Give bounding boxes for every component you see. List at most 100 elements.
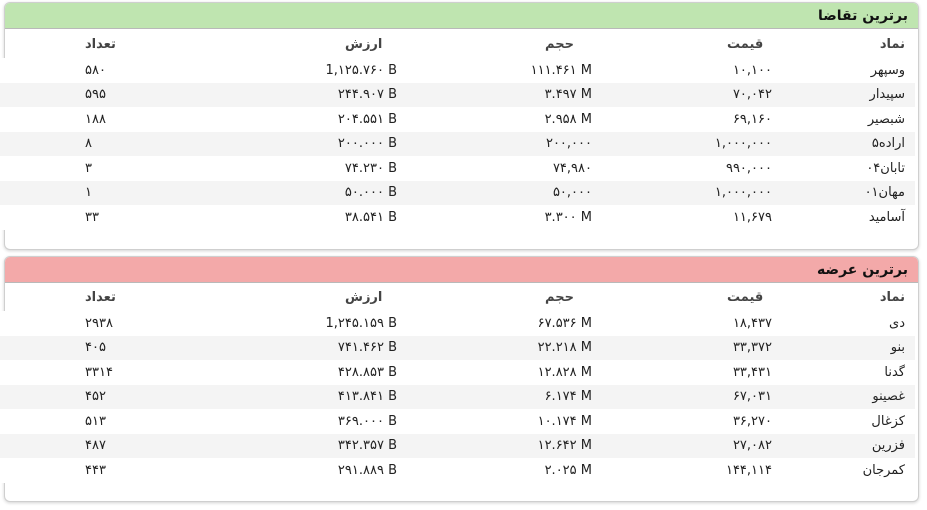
cell-volume: ۲.۹۵۸ M: [405, 107, 600, 132]
cell-price: ۱,۰۰۰,۰۰۰: [600, 131, 780, 156]
cell-volume: ۲۲.۲۱۸ M: [405, 335, 600, 360]
column-header-price[interactable]: قیمت: [727, 36, 764, 52]
column-header-count[interactable]: تعداد: [85, 289, 116, 305]
column-header-symbol[interactable]: نماد: [879, 36, 905, 52]
cell-count: ۴۸۷: [0, 433, 140, 458]
cell-symbol[interactable]: دی: [780, 311, 915, 336]
cell-count: ۱۸۸: [0, 107, 140, 132]
cell-symbol[interactable]: کمرجان: [780, 458, 915, 483]
cell-price: ۳۶,۲۷۰: [600, 409, 780, 434]
cell-volume: ۲۰۰,۰۰۰: [405, 131, 600, 156]
cell-value: ۷۴۱.۴۶۲ B: [140, 335, 405, 360]
cell-volume: ۷۴,۹۸۰: [405, 156, 600, 181]
cell-value: ۲۴۴.۹۰۷ B: [140, 82, 405, 107]
cell-value: ۳۸.۵۴۱ B: [140, 205, 405, 230]
cell-volume: ۱۲.۸۲۸ M: [405, 360, 600, 385]
cell-symbol[interactable]: تابان۰۴: [780, 156, 915, 181]
table-row[interactable]: ۵۹۵ ۲۴۴.۹۰۷ B ۳.۴۹۷ M ۷۰,۰۴۲ سپیدار: [0, 82, 915, 107]
cell-value: ۲۹۱.۸۸۹ B: [140, 458, 405, 483]
cell-volume: ۵۰,۰۰۰: [405, 180, 600, 205]
cell-price: ۷۰,۰۴۲: [600, 82, 780, 107]
cell-count: ۱: [0, 180, 140, 205]
cell-price: ۳۳,۳۷۲: [600, 335, 780, 360]
table-header-row: تعداد ارزش حجم قیمت نماد: [0, 30, 915, 58]
cell-symbol[interactable]: اراده۵: [780, 131, 915, 156]
table-row[interactable]: ۱ ۵۰.۰۰۰ B ۵۰,۰۰۰ ۱,۰۰۰,۰۰۰ مهان۰۱: [0, 180, 915, 205]
cell-price: ۶۷,۰۳۱: [600, 384, 780, 409]
table-row[interactable]: ۴۸۷ ۳۴۲.۳۵۷ B ۱۲.۶۴۲ M ۲۷,۰۸۲ فزرین: [0, 433, 915, 458]
column-header-count[interactable]: تعداد: [85, 36, 116, 52]
cell-value: ۲۰۰.۰۰۰ B: [140, 131, 405, 156]
column-header-value[interactable]: ارزش: [345, 289, 383, 305]
table-row[interactable]: ۳ ۷۴.۲۳۰ B ۷۴,۹۸۰ ۹۹۰,۰۰۰ تابان۰۴: [0, 156, 915, 181]
cell-count: ۴۴۳: [0, 458, 140, 483]
cell-count: ۳۳: [0, 205, 140, 230]
cell-value: ۴۲۸.۸۵۳ B: [140, 360, 405, 385]
top-supply-table: تعداد ارزش حجم قیمت نماد ۲۹۳۸ 1,۲۴۵.۱۵۹ B…: [0, 283, 915, 483]
cell-price: ۳۳,۴۳۱: [600, 360, 780, 385]
table-row[interactable]: ۴۵۲ ۴۱۳.۸۴۱ B ۶.۱۷۴ M ۶۷,۰۳۱ غصینو: [0, 384, 915, 409]
cell-value: ۲۰۴.۵۵۱ B: [140, 107, 405, 132]
cell-volume: ۱۰.۱۷۴ M: [405, 409, 600, 434]
demand-rows: ۵۸۰ 1,۱۲۵.۷۶۰ B ۱۱۱.۴۶۱ M ۱۰,۱۰۰ وسپهر ۵۹۵ ۲۴۴…: [0, 58, 915, 230]
table-row[interactable]: ۲۹۳۸ 1,۲۴۵.۱۵۹ B ۶۷.۵۳۶ M ۱۸,۴۳۷ دی: [0, 311, 915, 336]
column-header-value[interactable]: ارزش: [345, 36, 383, 52]
cell-volume: ۱۱۱.۴۶۱ M: [405, 58, 600, 83]
cell-value: 1,۲۴۵.۱۵۹ B: [140, 311, 405, 336]
cell-symbol[interactable]: سپیدار: [780, 82, 915, 107]
cell-symbol[interactable]: کزغال: [780, 409, 915, 434]
table-header-row: تعداد ارزش حجم قیمت نماد: [0, 283, 915, 311]
cell-price: ۱۱,۶۷۹: [600, 205, 780, 230]
cell-symbol[interactable]: بنو: [780, 335, 915, 360]
cell-symbol[interactable]: فزرین: [780, 433, 915, 458]
cell-price: ۹۹۰,۰۰۰: [600, 156, 780, 181]
cell-volume: ۲.۰۲۵ M: [405, 458, 600, 483]
cell-volume: ۳.۳۰۰ M: [405, 205, 600, 230]
cell-count: ۵۹۵: [0, 82, 140, 107]
cell-value: ۷۴.۲۳۰ B: [140, 156, 405, 181]
cell-value: ۳۴۲.۳۵۷ B: [140, 433, 405, 458]
cell-volume: ۶.۱۷۴ M: [405, 384, 600, 409]
cell-price: ۱۴۴,۱۱۴: [600, 458, 780, 483]
cell-price: ۱,۰۰۰,۰۰۰: [600, 180, 780, 205]
column-header-symbol[interactable]: نماد: [879, 289, 905, 305]
cell-volume: ۳.۴۹۷ M: [405, 82, 600, 107]
cell-value: ۳۶۹.۰۰۰ B: [140, 409, 405, 434]
table-row[interactable]: ۴۰۵ ۷۴۱.۴۶۲ B ۲۲.۲۱۸ M ۳۳,۳۷۲ بنو: [0, 335, 915, 360]
cell-count: ۵۱۳: [0, 409, 140, 434]
cell-symbol[interactable]: غصینو: [780, 384, 915, 409]
table-row[interactable]: ۳۳ ۳۸.۵۴۱ B ۳.۳۰۰ M ۱۱,۶۷۹ آسامید: [0, 205, 915, 230]
cell-value: ۴۱۳.۸۴۱ B: [140, 384, 405, 409]
cell-count: ۳۳۱۴: [0, 360, 140, 385]
cell-price: ۱۸,۴۳۷: [600, 311, 780, 336]
cell-count: ۴۰۵: [0, 335, 140, 360]
cell-symbol[interactable]: شبصیر: [780, 107, 915, 132]
cell-count: ۵۸۰: [0, 58, 140, 83]
cell-count: ۳: [0, 156, 140, 181]
cell-price: ۱۰,۱۰۰: [600, 58, 780, 83]
cell-symbol[interactable]: وسپهر: [780, 58, 915, 83]
cell-symbol[interactable]: مهان۰۱: [780, 180, 915, 205]
table-row[interactable]: ۵۸۰ 1,۱۲۵.۷۶۰ B ۱۱۱.۴۶۱ M ۱۰,۱۰۰ وسپهر: [0, 58, 915, 83]
cell-count: ۲۹۳۸: [0, 311, 140, 336]
top-supply-title: برترین عرضه: [5, 257, 918, 283]
supply-rows: ۲۹۳۸ 1,۲۴۵.۱۵۹ B ۶۷.۵۳۶ M ۱۸,۴۳۷ دی ۴۰۵ ۷۴۱.۴۶…: [0, 311, 915, 483]
cell-count: ۴۵۲: [0, 384, 140, 409]
cell-symbol[interactable]: آسامید: [780, 205, 915, 230]
cell-price: ۶۹,۱۶۰: [600, 107, 780, 132]
top-demand-title: برترین تقاضا: [5, 3, 918, 29]
column-header-volume[interactable]: حجم: [545, 289, 574, 305]
column-header-price[interactable]: قیمت: [727, 289, 764, 305]
cell-volume: ۶۷.۵۳۶ M: [405, 311, 600, 336]
table-row[interactable]: ۵۱۳ ۳۶۹.۰۰۰ B ۱۰.۱۷۴ M ۳۶,۲۷۰ کزغال: [0, 409, 915, 434]
table-row[interactable]: ۱۸۸ ۲۰۴.۵۵۱ B ۲.۹۵۸ M ۶۹,۱۶۰ شبصیر: [0, 107, 915, 132]
cell-value: ۵۰.۰۰۰ B: [140, 180, 405, 205]
table-row[interactable]: ۳۳۱۴ ۴۲۸.۸۵۳ B ۱۲.۸۲۸ M ۳۳,۴۳۱ گدنا: [0, 360, 915, 385]
table-row[interactable]: ۸ ۲۰۰.۰۰۰ B ۲۰۰,۰۰۰ ۱,۰۰۰,۰۰۰ اراده۵: [0, 131, 915, 156]
cell-volume: ۱۲.۶۴۲ M: [405, 433, 600, 458]
table-row[interactable]: ۴۴۳ ۲۹۱.۸۸۹ B ۲.۰۲۵ M ۱۴۴,۱۱۴ کمرجان: [0, 458, 915, 483]
cell-count: ۸: [0, 131, 140, 156]
cell-symbol[interactable]: گدنا: [780, 360, 915, 385]
column-header-volume[interactable]: حجم: [545, 36, 574, 52]
